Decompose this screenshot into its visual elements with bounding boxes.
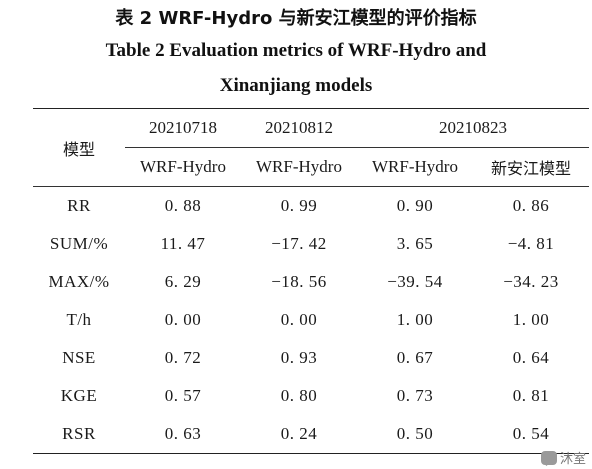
metric-value-cell: −34. 23 <box>503 272 559 291</box>
model-header: 新安江模型 <box>473 147 589 187</box>
evaluation-metrics-table: 模型 20210718 20210812 20210823 WRF-Hydro … <box>33 108 589 454</box>
metric-value-cell: 0. 99 <box>280 196 318 215</box>
metric-value-cell: 0. 80 <box>280 386 318 405</box>
table-header-row-models: WRF-Hydro WRF-Hydro WRF-Hydro 新安江模型 <box>33 147 589 187</box>
metric-name-cell: KGE <box>60 386 98 405</box>
metric-value-cell: 0. 67 <box>396 348 434 367</box>
table-caption-cn: 表 2 WRF-Hydro 与新安江模型的评价指标 <box>115 8 477 29</box>
metric-name-cell: T/h <box>66 310 92 329</box>
metric-value-cell: 3. 65 <box>396 234 434 253</box>
metric-value-cell: 11. 47 <box>160 234 206 253</box>
date-header: 20210812 <box>241 108 357 148</box>
metric-value-cell: 0. 88 <box>164 196 202 215</box>
metric-name-cell: SUM/% <box>49 234 109 253</box>
model-header: WRF-Hydro <box>241 147 357 187</box>
metric-name-cell: RSR <box>33 415 125 454</box>
table-caption-en-line2: Xinanjiang models <box>219 75 373 96</box>
metric-value-cell: 0. 24 <box>241 415 357 454</box>
metric-value-cell: 0. 86 <box>512 196 550 215</box>
metric-value-cell: 0. 72 <box>164 348 202 367</box>
date-header: 20210823 <box>357 108 589 148</box>
table-row: MAX/% 6. 29 −18. 56 −39. 54 −34. 23 <box>33 263 589 301</box>
metric-value-cell: 0. 00 <box>164 310 202 329</box>
metric-value-cell: 0. 00 <box>280 310 318 329</box>
metric-name-cell: NSE <box>62 348 96 367</box>
metric-value-cell: 0. 90 <box>396 196 434 215</box>
metric-value-cell: 0. 63 <box>125 415 241 454</box>
metric-name-cell: RR <box>67 196 91 215</box>
wechat-logo-icon <box>540 450 557 465</box>
table-row: SUM/% 11. 47 −17. 42 3. 65 −4. 81 <box>33 225 589 263</box>
date-header: 20210718 <box>125 108 241 148</box>
metric-value-cell: 0. 93 <box>280 348 318 367</box>
metric-value-cell: 6. 29 <box>164 272 202 291</box>
metric-name-cell: MAX/% <box>48 272 110 291</box>
table-header-row-dates: 模型 20210718 20210812 20210823 <box>33 108 589 187</box>
table-row: RSR 0. 63 0. 24 0. 50 0. 54 <box>33 415 589 454</box>
metric-value-cell: 0. 73 <box>396 386 434 405</box>
metric-value-cell: −17. 42 <box>271 234 327 253</box>
table-row: RR 0. 88 0. 99 0. 90 0. 86 <box>33 187 589 226</box>
model-header: WRF-Hydro <box>125 147 241 187</box>
table-row: KGE 0. 57 0. 80 0. 73 0. 81 <box>33 377 589 415</box>
metric-value-cell: −39. 54 <box>387 272 443 291</box>
metric-value-cell: 0. 50 <box>357 415 473 454</box>
metric-value-cell: 0. 64 <box>512 348 550 367</box>
metric-value-cell: 0. 81 <box>512 386 550 405</box>
model-header: WRF-Hydro <box>357 147 473 187</box>
metric-value-cell: 1. 00 <box>512 310 550 329</box>
table-body: RR 0. 88 0. 99 0. 90 0. 86 SUM/% 11. 47 −17. 42… <box>33 187 589 454</box>
table-row: NSE 0. 72 0. 93 0. 67 0. 64 <box>33 339 589 377</box>
watermark-text: 沐室 <box>559 452 586 467</box>
metric-value-cell: 1. 00 <box>396 310 434 329</box>
metric-value-cell: 0. 57 <box>164 386 202 405</box>
table-caption-en-line1: Table 2 Evaluation metrics of WRF-Hydro … <box>105 40 487 61</box>
metric-value-cell: −4. 81 <box>507 234 555 253</box>
metric-value-cell: 0. 54 <box>473 415 589 454</box>
table-row: T/h 0. 00 0. 00 1. 00 1. 00 <box>33 301 589 339</box>
model-column-header: 模型 <box>33 108 125 187</box>
metric-value-cell: −18. 56 <box>271 272 327 291</box>
watermark: 沐室 <box>540 448 586 467</box>
